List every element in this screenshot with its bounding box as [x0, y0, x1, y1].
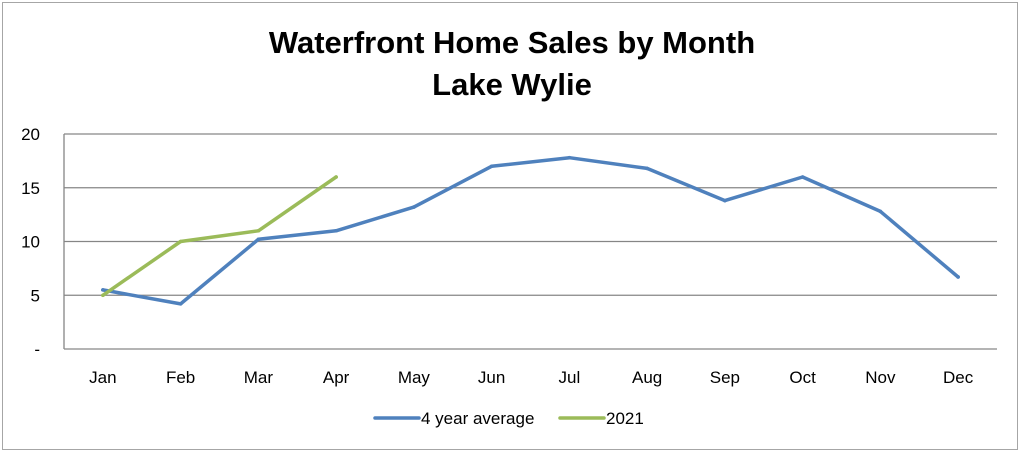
x-tick-label: Nov	[865, 368, 896, 387]
data-point	[567, 155, 572, 160]
y-tick-label: 10	[21, 233, 40, 252]
data-point	[956, 275, 960, 279]
x-tick-label: Jun	[478, 368, 505, 387]
data-point	[412, 205, 416, 209]
y-tick-label: 20	[21, 125, 40, 144]
series-line-1	[101, 175, 338, 298]
x-tick-label: Jan	[89, 368, 116, 387]
legend: 4 year average 2021	[373, 409, 644, 428]
x-tick-label: Dec	[943, 368, 974, 387]
data-point	[101, 288, 105, 292]
x-tick-label: Mar	[244, 368, 274, 387]
series-lines	[101, 155, 960, 306]
y-tick-label: 5	[31, 286, 40, 305]
data-point	[334, 228, 338, 233]
x-tick-label: Feb	[166, 368, 195, 387]
x-axis: Jan Feb Mar Apr May Jun Jul Aug Sep Oct Nov Dec	[89, 368, 974, 387]
series-line-0	[101, 155, 960, 306]
x-tick-label: Aug	[632, 368, 662, 387]
data-point	[256, 237, 261, 242]
x-tick-label: Sep	[710, 368, 740, 387]
y-tick-label: 15	[21, 179, 40, 198]
chart-frame	[2, 2, 1018, 450]
data-point	[256, 228, 261, 233]
legend-label-1: 2021	[606, 409, 644, 428]
x-tick-label: Apr	[323, 368, 350, 387]
data-point	[101, 293, 105, 298]
data-point	[178, 302, 183, 306]
data-point	[878, 209, 883, 214]
chart-title: Waterfront Home Sales by Month	[268, 25, 756, 60]
data-point	[334, 175, 338, 179]
data-point	[800, 175, 805, 179]
x-tick-label: Jul	[559, 368, 581, 387]
data-point	[489, 164, 494, 169]
chart-title-block: Waterfront Home Sales by Month Lake Wyli…	[0, 22, 1024, 106]
chart-subtitle: Lake Wylie	[432, 67, 592, 102]
x-tick-label: Oct	[789, 368, 816, 387]
y-tick-label: -	[34, 340, 40, 359]
y-axis: - 5 10 15 20	[21, 125, 65, 359]
data-point	[178, 239, 183, 244]
x-tick-label: May	[398, 368, 431, 387]
legend-label-0: 4 year average	[421, 409, 534, 428]
gridlines	[64, 133, 997, 350]
data-point	[723, 198, 727, 203]
data-point	[645, 166, 649, 171]
